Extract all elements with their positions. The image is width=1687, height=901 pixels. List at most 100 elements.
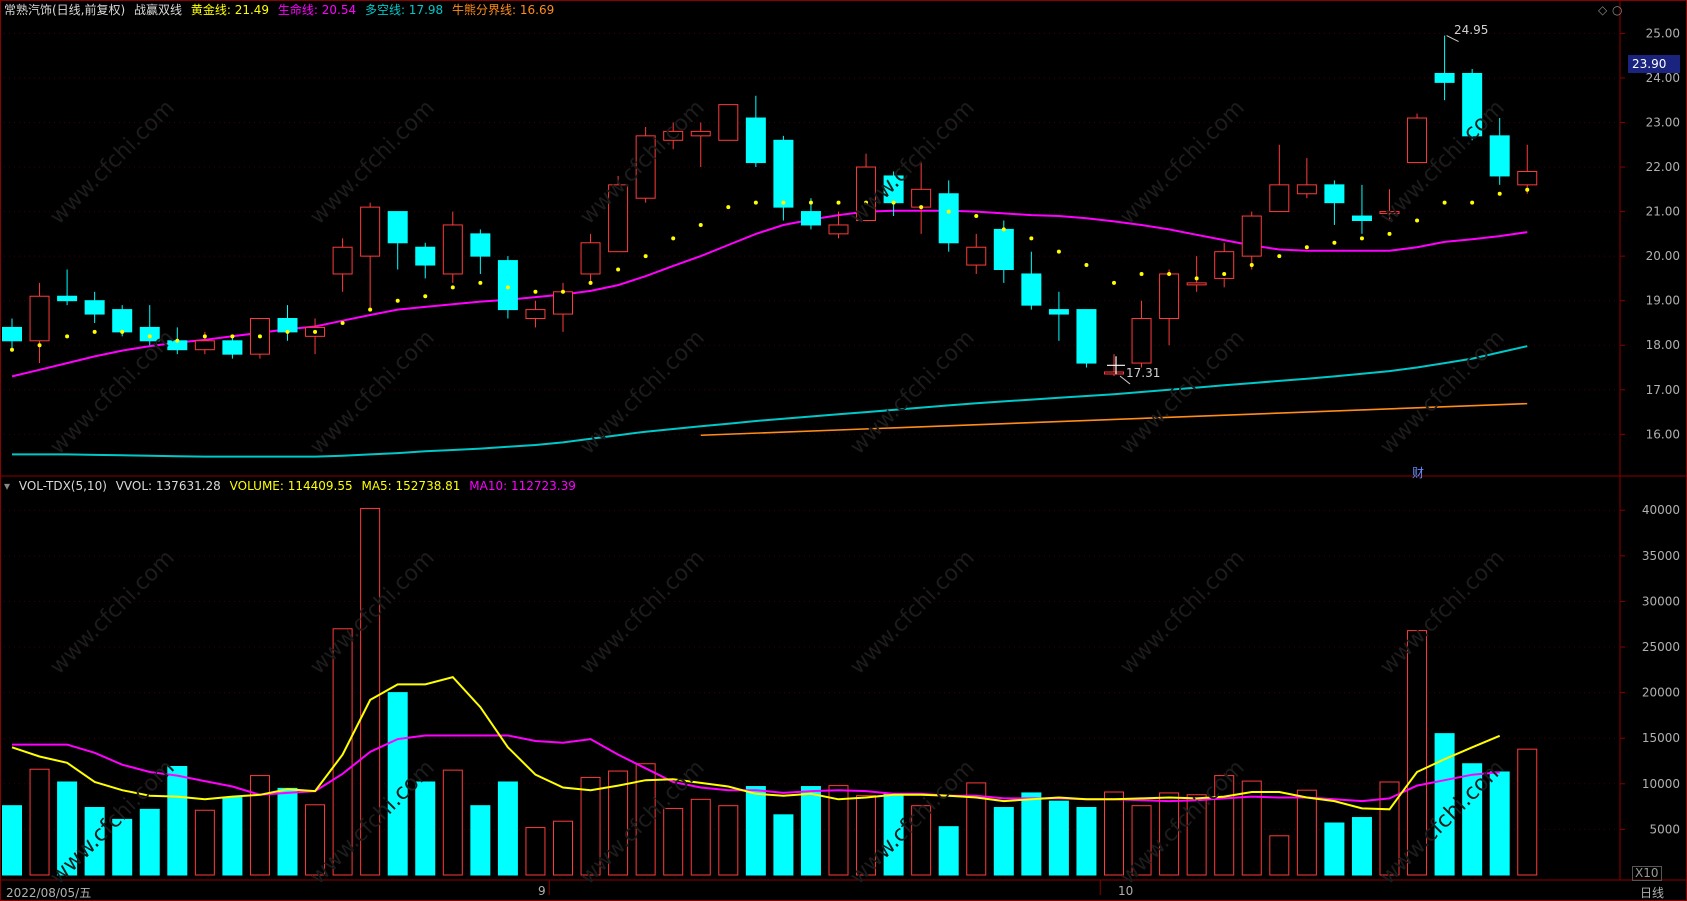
period-label[interactable]: 日线 <box>1640 886 1665 900</box>
gold-dot <box>423 294 428 299</box>
candle-body <box>139 326 160 342</box>
gold-dot <box>505 285 510 290</box>
candle-body <box>1489 135 1510 177</box>
gold-dot <box>313 329 318 334</box>
volume-bar <box>222 796 243 876</box>
volume-tick-label: 35000 <box>1642 549 1680 563</box>
volume-bar <box>690 798 711 876</box>
gold-dot <box>340 320 345 325</box>
volume-bar <box>1021 792 1042 876</box>
volume-bar <box>360 507 381 876</box>
gold-dot <box>1084 263 1089 268</box>
price-tick-label: 23.00 <box>1646 115 1680 129</box>
volume-bar <box>1104 791 1124 876</box>
volume-bar <box>497 781 518 876</box>
volume-tick-label: 5000 <box>1649 822 1680 836</box>
gold-dot <box>1525 187 1530 192</box>
gold-dot <box>395 298 400 303</box>
candle-body <box>1159 273 1180 320</box>
candle-body <box>1076 309 1097 364</box>
stock-title[interactable]: 常熟汽饰(日线,前复权) <box>4 3 126 17</box>
volume-bar <box>580 776 601 876</box>
gold-dot <box>726 205 731 210</box>
price-tick-label: 19.00 <box>1646 294 1680 308</box>
candle-body <box>57 295 78 302</box>
price-tick-label: 16.00 <box>1646 427 1680 441</box>
volume-bar <box>1379 781 1400 876</box>
volume-bar <box>1324 822 1345 876</box>
candle-body <box>387 211 408 244</box>
candle-body <box>112 309 133 333</box>
volume-label: VOLUME: 114409.55 <box>229 479 353 493</box>
volume-bar <box>1489 771 1510 876</box>
candle-body <box>442 224 463 275</box>
price-panel-header: 常熟汽饰(日线,前复权) 战赢双线 黄金线: 21.49 生命线: 20.54 … <box>4 2 559 18</box>
gold-dot <box>285 329 290 334</box>
candle-body <box>1186 282 1207 286</box>
volume-bar <box>635 763 656 876</box>
diamond-icon[interactable]: ◇ <box>1598 3 1608 17</box>
candle-body <box>222 340 243 355</box>
candle-body <box>635 135 656 199</box>
volume-bar <box>745 786 766 876</box>
gold-dot <box>1470 200 1475 205</box>
price-tick-label: 18.00 <box>1646 338 1680 352</box>
gold-dot <box>1194 276 1199 281</box>
volume-bar <box>249 775 270 876</box>
candle-body <box>1434 72 1455 83</box>
gold-dot <box>10 347 14 352</box>
candle-body <box>1462 72 1483 137</box>
price-tick-label: 20.00 <box>1646 249 1680 263</box>
candle-body <box>1048 309 1069 315</box>
financial-report-marker[interactable]: 财 <box>1412 466 1425 480</box>
candle-body <box>911 188 932 208</box>
gold-dot <box>698 222 703 227</box>
collapse-icon[interactable]: ▾ <box>4 479 11 493</box>
bull-line-label: 多空线: 17.98 <box>364 3 444 17</box>
volume-tick-label: 10000 <box>1642 777 1680 791</box>
volume-bar <box>415 781 436 876</box>
candle-body <box>415 246 436 266</box>
gold-dot <box>1029 236 1034 241</box>
vol-indicator-name[interactable]: VOL-TDX(5,10) <box>18 479 107 493</box>
current-price-badge: 23.90 <box>1628 55 1680 73</box>
candle-body <box>1296 184 1317 195</box>
volume-bar <box>773 814 794 876</box>
close-panel-icon[interactable]: ○ <box>1612 3 1623 17</box>
gold-dot <box>1139 271 1144 276</box>
candle-body <box>1021 273 1042 306</box>
gold-dot <box>891 200 896 205</box>
volume-bar <box>718 805 739 876</box>
candle-body <box>1517 170 1538 186</box>
gold-dot <box>37 343 42 348</box>
gold-dot <box>175 338 180 343</box>
high-marker-arrow <box>1446 35 1459 43</box>
gold-dot <box>864 200 869 205</box>
gold-dot <box>1497 191 1502 196</box>
gold-dot <box>588 280 593 285</box>
gold-dot <box>616 267 621 272</box>
indicator-name[interactable]: 战赢双线 <box>134 3 183 17</box>
candle-body <box>745 117 766 164</box>
candle-body <box>332 246 353 275</box>
volume-bar <box>139 808 160 876</box>
candle-body <box>1241 215 1262 257</box>
price-tick-label: 22.00 <box>1646 160 1680 174</box>
volume-bar <box>305 804 326 876</box>
gold-dot <box>478 280 483 285</box>
month-9-label: 9 <box>538 884 546 898</box>
gold-dot <box>533 289 538 294</box>
candle-body <box>580 242 601 275</box>
volume-bar <box>828 785 849 876</box>
candle-body <box>1104 371 1124 375</box>
gold-dot <box>1112 280 1116 285</box>
volume-bar <box>800 786 821 876</box>
gold-dot <box>120 329 125 334</box>
volume-bar <box>938 826 959 876</box>
volume-tick-label: 30000 <box>1642 594 1680 608</box>
volume-tick-label: 40000 <box>1642 503 1680 517</box>
scale-label[interactable]: X10 <box>1632 866 1662 881</box>
